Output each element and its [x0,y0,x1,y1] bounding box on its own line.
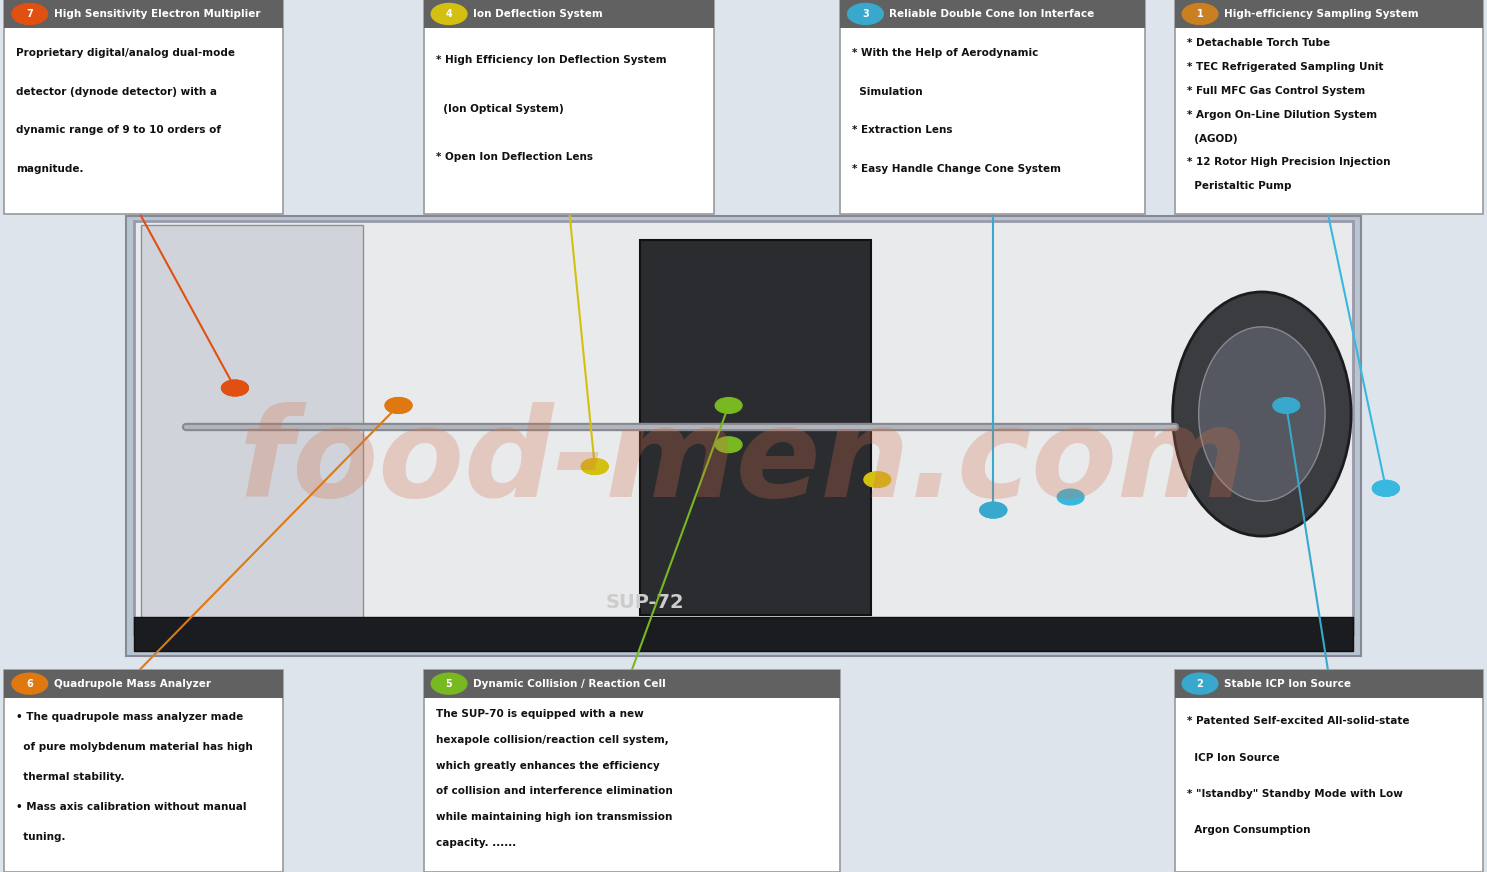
Circle shape [1057,489,1084,505]
Text: which greatly enhances the efficiency: which greatly enhances the efficiency [436,760,659,771]
Text: * Argon On-Line Dilution System: * Argon On-Line Dilution System [1187,110,1377,119]
Text: ICP Ion Source: ICP Ion Source [1187,753,1279,762]
FancyBboxPatch shape [424,670,840,698]
Circle shape [12,673,48,694]
Text: * Full MFC Gas Control System: * Full MFC Gas Control System [1187,86,1365,96]
FancyBboxPatch shape [1175,0,1483,214]
Text: of pure molybdenum material has high: of pure molybdenum material has high [16,742,253,753]
Text: Quadrupole Mass Analyzer: Quadrupole Mass Analyzer [54,678,211,689]
Text: The SUP-70 is equipped with a new: The SUP-70 is equipped with a new [436,709,644,719]
FancyBboxPatch shape [840,0,1145,28]
FancyBboxPatch shape [641,240,871,615]
FancyBboxPatch shape [126,216,1361,656]
FancyBboxPatch shape [4,670,283,698]
Circle shape [431,673,467,694]
FancyBboxPatch shape [141,225,363,630]
Text: High-efficiency Sampling System: High-efficiency Sampling System [1224,9,1419,19]
Text: detector (dynode detector) with a: detector (dynode detector) with a [16,86,217,97]
Text: thermal stability.: thermal stability. [16,773,125,782]
FancyBboxPatch shape [1175,670,1483,698]
Circle shape [1273,398,1300,413]
Text: 1: 1 [1197,9,1203,19]
Text: * Extraction Lens: * Extraction Lens [852,126,953,135]
Text: Peristaltic Pump: Peristaltic Pump [1187,181,1291,191]
Text: Ion Deflection System: Ion Deflection System [473,9,602,19]
Circle shape [12,3,48,24]
Text: 5: 5 [446,678,452,689]
Circle shape [222,380,248,396]
Text: (Ion Optical System): (Ion Optical System) [436,104,564,113]
Circle shape [581,459,608,474]
Circle shape [581,459,608,474]
Circle shape [864,472,891,487]
Text: 2: 2 [1197,678,1203,689]
Text: (AGOD): (AGOD) [1187,133,1237,144]
Text: 4: 4 [446,9,452,19]
Text: * Patented Self-excited All-solid-state: * Patented Self-excited All-solid-state [1187,716,1410,726]
Text: 3: 3 [862,9,868,19]
FancyBboxPatch shape [424,670,840,872]
Text: hexapole collision/reaction cell system,: hexapole collision/reaction cell system, [436,735,669,745]
Text: • Mass axis calibration without manual: • Mass axis calibration without manual [16,802,247,813]
Text: Simulation: Simulation [852,86,922,97]
FancyBboxPatch shape [1175,0,1483,28]
Circle shape [1182,673,1218,694]
FancyBboxPatch shape [840,0,1145,214]
FancyBboxPatch shape [4,0,283,214]
Text: Stable ICP Ion Source: Stable ICP Ion Source [1224,678,1350,689]
Text: SUP-72: SUP-72 [605,593,684,612]
Ellipse shape [1173,292,1352,536]
Text: * "Istandby" Standby Mode with Low: * "Istandby" Standby Mode with Low [1187,789,1402,799]
Text: * Open Ion Deflection Lens: * Open Ion Deflection Lens [436,153,593,162]
Circle shape [385,398,412,413]
Text: * TEC Refrigerated Sampling Unit: * TEC Refrigerated Sampling Unit [1187,62,1383,72]
Text: 6: 6 [27,678,33,689]
Circle shape [980,502,1007,518]
Text: High Sensitivity Electron Multiplier: High Sensitivity Electron Multiplier [54,9,260,19]
Circle shape [715,437,742,453]
FancyBboxPatch shape [134,221,1353,634]
Text: magnitude.: magnitude. [16,164,83,174]
Text: * Easy Handle Change Cone System: * Easy Handle Change Cone System [852,164,1062,174]
Text: * 12 Rotor High Precision Injection: * 12 Rotor High Precision Injection [1187,158,1390,167]
FancyBboxPatch shape [1175,670,1483,872]
Text: Argon Consumption: Argon Consumption [1187,825,1310,835]
Ellipse shape [1199,327,1325,501]
FancyBboxPatch shape [4,670,283,872]
FancyBboxPatch shape [424,0,714,28]
FancyBboxPatch shape [4,0,283,28]
Circle shape [1182,3,1218,24]
Text: * Detachable Torch Tube: * Detachable Torch Tube [1187,38,1329,48]
Text: • The quadrupole mass analyzer made: • The quadrupole mass analyzer made [16,712,244,722]
Circle shape [1373,480,1399,496]
FancyBboxPatch shape [424,0,714,214]
Text: while maintaining high ion transmission: while maintaining high ion transmission [436,812,672,821]
Text: Dynamic Collision / Reaction Cell: Dynamic Collision / Reaction Cell [473,678,666,689]
Text: dynamic range of 9 to 10 orders of: dynamic range of 9 to 10 orders of [16,126,222,135]
Circle shape [1373,480,1399,496]
Circle shape [385,398,412,413]
Circle shape [980,502,1007,518]
Text: food-men.com: food-men.com [239,402,1248,522]
Text: capacity. ......: capacity. ...... [436,837,516,848]
Text: * With the Help of Aerodynamic: * With the Help of Aerodynamic [852,48,1038,58]
Circle shape [431,3,467,24]
Text: Reliable Double Cone Ion Interface: Reliable Double Cone Ion Interface [889,9,1094,19]
Circle shape [715,398,742,413]
Text: tuning.: tuning. [16,833,65,842]
Text: Proprietary digital/analog dual-mode: Proprietary digital/analog dual-mode [16,48,235,58]
Text: 7: 7 [27,9,33,19]
FancyBboxPatch shape [134,617,1353,651]
Circle shape [848,3,883,24]
Text: of collision and interference elimination: of collision and interference eliminatio… [436,787,672,796]
Text: * High Efficiency Ion Deflection System: * High Efficiency Ion Deflection System [436,55,666,65]
Circle shape [222,380,248,396]
